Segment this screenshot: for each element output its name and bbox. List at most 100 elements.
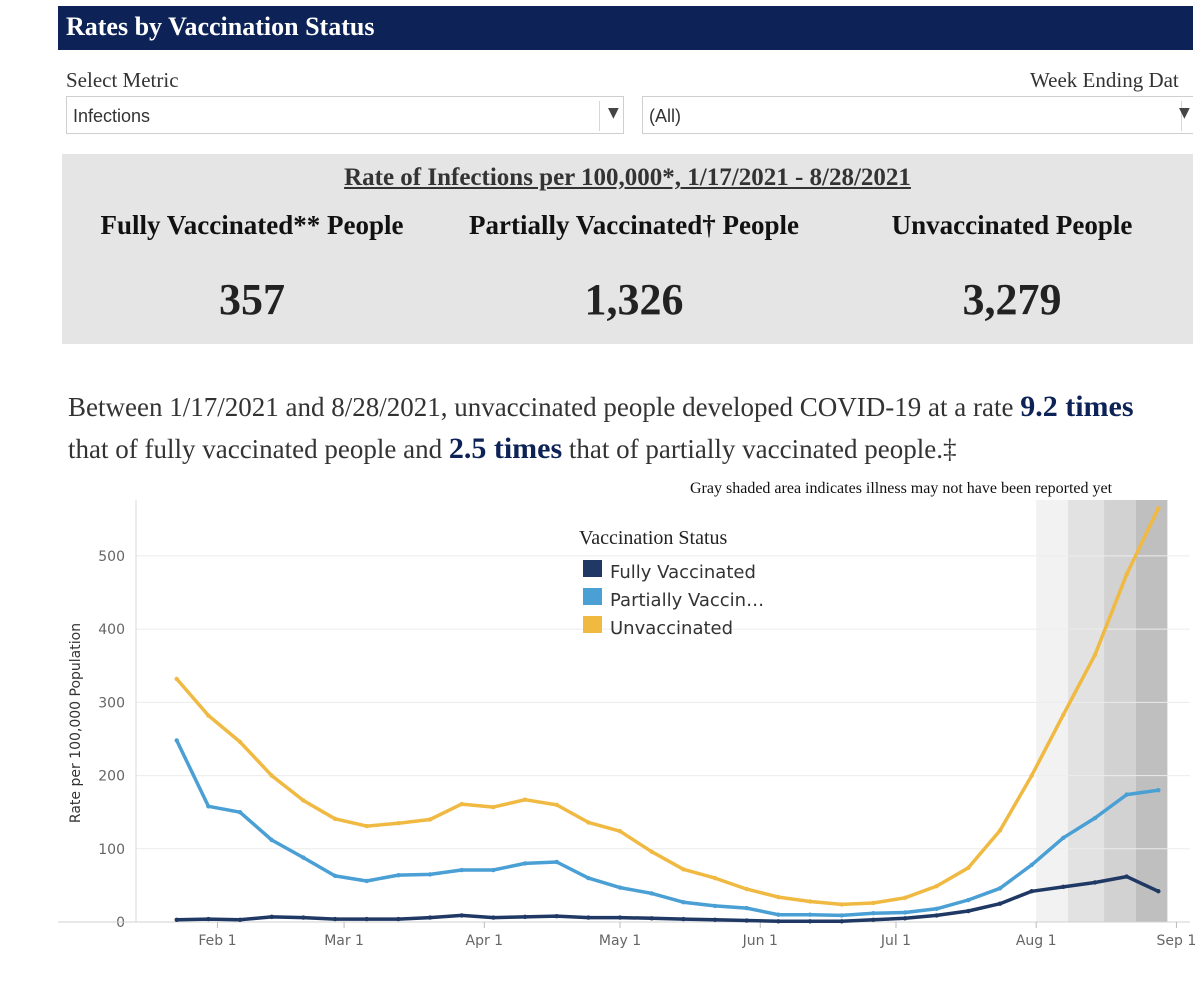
highlight-partially-ratio: 2.5 times bbox=[448, 432, 563, 465]
y-tick-label: 0 bbox=[116, 915, 125, 931]
data-point bbox=[396, 916, 401, 922]
fully-vaccinated-value: 357 bbox=[219, 275, 285, 324]
line-chart: 0 100 200 300 400 500 Rate per 100,000 Populat… bbox=[58, 500, 1196, 949]
sentence-text: that of partially vaccinated people.‡ bbox=[562, 434, 957, 464]
data-point bbox=[332, 916, 338, 922]
data-point bbox=[332, 816, 338, 821]
week-ending-select-value: (All) bbox=[649, 106, 681, 126]
x-tick-label: Jul 1 bbox=[880, 933, 911, 949]
data-point bbox=[554, 802, 559, 808]
series-line bbox=[174, 874, 1161, 924]
y-tick-label: 200 bbox=[98, 769, 125, 785]
data-point bbox=[712, 903, 718, 909]
data-point bbox=[617, 915, 623, 920]
legend-swatch bbox=[583, 588, 602, 605]
data-point bbox=[649, 916, 654, 921]
sentence-text: that of fully vaccinated people and bbox=[68, 434, 449, 464]
data-point bbox=[522, 914, 528, 920]
data-point bbox=[1124, 572, 1129, 577]
data-point bbox=[776, 894, 781, 900]
partially-vaccinated-value: 1,326 bbox=[584, 275, 684, 324]
shaded-region bbox=[1067, 500, 1105, 922]
metric-select[interactable]: Infections ▼ bbox=[66, 96, 624, 134]
legend-swatch bbox=[583, 616, 602, 633]
data-point bbox=[1061, 835, 1066, 841]
data-point bbox=[712, 917, 718, 923]
data-point bbox=[997, 886, 1003, 891]
select-divider bbox=[599, 101, 600, 131]
data-point bbox=[902, 910, 908, 915]
summary-sentence: Between 1/17/2021 and 8/28/2021, unvacci… bbox=[68, 386, 1178, 470]
data-point bbox=[174, 676, 179, 682]
data-point bbox=[871, 911, 876, 916]
data-point bbox=[206, 916, 211, 922]
data-point bbox=[966, 897, 971, 903]
partially-vaccinated-label: Partially Vaccinated† People bbox=[469, 210, 799, 240]
data-point bbox=[1029, 889, 1034, 894]
data-point bbox=[427, 915, 433, 920]
data-point bbox=[902, 916, 908, 921]
data-point bbox=[522, 797, 528, 802]
data-point bbox=[681, 900, 686, 905]
data-point bbox=[459, 913, 464, 918]
data-point bbox=[586, 875, 591, 881]
legend-swatch bbox=[583, 560, 602, 577]
unvaccinated-label: Unvaccinated People bbox=[891, 210, 1133, 240]
data-point bbox=[174, 917, 179, 923]
metric-select-value: Infections bbox=[73, 106, 151, 126]
highlight-fully-ratio: 9.2 times bbox=[1020, 390, 1134, 423]
summary-title: Rate of Infections per 100,000*, 1/17/20… bbox=[344, 164, 911, 191]
page-title: Rates by Vaccination Status bbox=[66, 12, 375, 41]
chevron-down-icon[interactable]: ▼ bbox=[1179, 105, 1190, 121]
data-point bbox=[491, 867, 496, 873]
data-point bbox=[1156, 506, 1161, 511]
y-tick-label: 500 bbox=[98, 549, 125, 565]
select-divider bbox=[1181, 101, 1182, 131]
data-point bbox=[997, 901, 1003, 906]
series-line bbox=[174, 506, 1161, 907]
data-point bbox=[174, 738, 179, 743]
data-point bbox=[997, 828, 1003, 833]
data-point bbox=[269, 837, 274, 843]
data-point bbox=[902, 895, 908, 901]
data-point bbox=[459, 867, 464, 873]
week-ending-select[interactable]: (All) ▼ bbox=[642, 96, 1193, 134]
x-tick-label: Apr 1 bbox=[466, 933, 504, 949]
fully-vaccinated-label: Fully Vaccinated** People bbox=[100, 210, 404, 240]
sentence-text: Between 1/17/2021 and 8/28/2021, unvacci… bbox=[68, 392, 1021, 422]
data-point bbox=[206, 713, 211, 718]
data-point bbox=[364, 916, 369, 922]
data-point bbox=[427, 872, 433, 877]
data-point bbox=[1061, 884, 1066, 890]
data-point bbox=[1124, 874, 1129, 879]
data-point bbox=[807, 912, 813, 917]
data-point bbox=[776, 919, 781, 924]
shaded-region bbox=[1135, 500, 1168, 922]
x-tick-label: Mar 1 bbox=[324, 933, 364, 949]
data-point bbox=[522, 861, 528, 866]
data-point bbox=[934, 913, 939, 918]
data-point bbox=[1156, 788, 1161, 793]
data-point bbox=[807, 919, 813, 924]
data-point bbox=[396, 820, 401, 826]
data-point bbox=[807, 899, 813, 904]
chevron-down-icon[interactable]: ▼ bbox=[608, 105, 619, 121]
x-tick-label: Aug 1 bbox=[1016, 933, 1057, 949]
data-point bbox=[744, 886, 749, 892]
summary-panel: Rate of Infections per 100,000*, 1/17/20… bbox=[62, 154, 1193, 344]
data-point bbox=[1029, 862, 1034, 868]
data-point bbox=[554, 913, 559, 919]
data-point bbox=[269, 773, 274, 778]
shaded-region bbox=[1036, 500, 1068, 922]
data-point bbox=[237, 739, 243, 745]
data-point bbox=[934, 883, 939, 889]
data-point bbox=[744, 918, 749, 923]
legend-label: Fully Vaccinated bbox=[610, 562, 756, 583]
data-point bbox=[681, 916, 686, 922]
data-point bbox=[364, 823, 369, 829]
data-point bbox=[206, 804, 211, 809]
data-point bbox=[839, 913, 844, 918]
y-tick-label: 100 bbox=[98, 842, 125, 858]
data-point bbox=[586, 820, 591, 825]
data-point bbox=[491, 915, 496, 920]
